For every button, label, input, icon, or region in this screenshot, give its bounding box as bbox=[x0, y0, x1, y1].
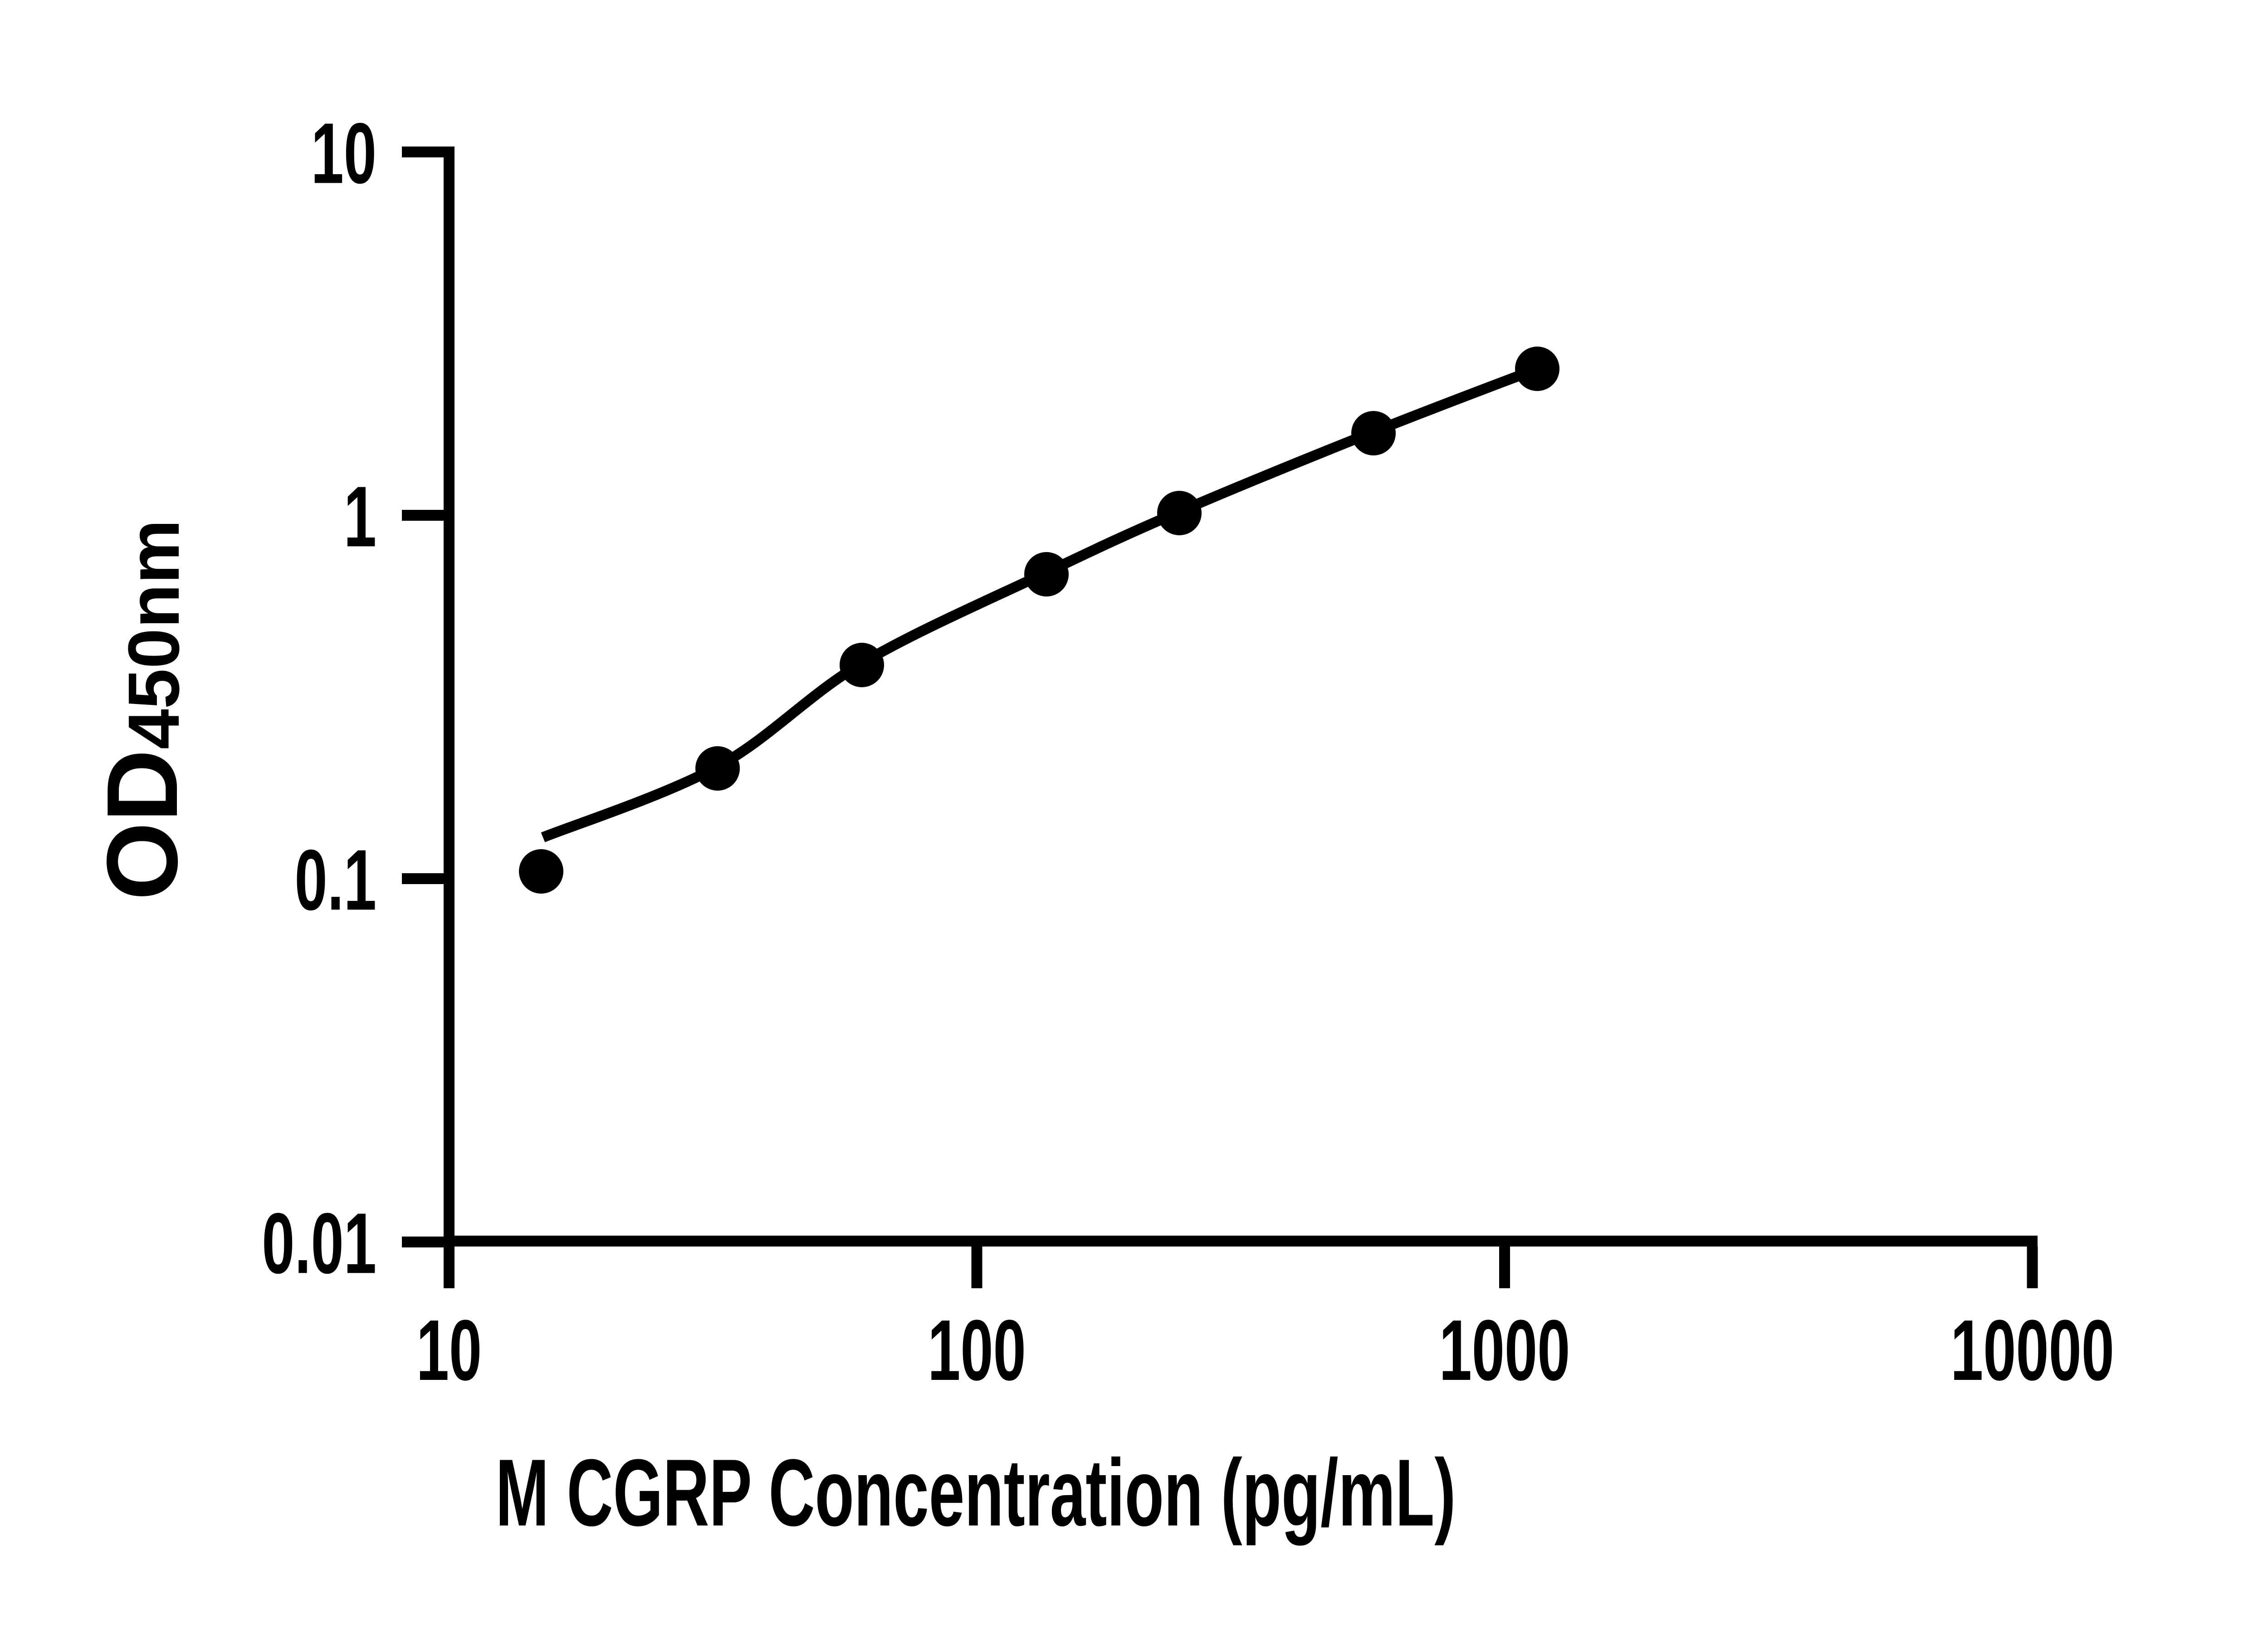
data-point bbox=[1024, 552, 1069, 596]
data-point bbox=[1351, 411, 1396, 455]
x-tick-label: 10 bbox=[416, 1302, 482, 1398]
y-tick-label: 10 bbox=[311, 105, 376, 201]
x-tick-label: 1000 bbox=[1439, 1302, 1570, 1398]
x-axis-line bbox=[444, 1236, 2038, 1247]
data-point bbox=[519, 849, 563, 894]
data-point bbox=[1157, 491, 1202, 535]
y-tick-mark bbox=[402, 147, 444, 157]
y-tick-mark bbox=[402, 510, 444, 521]
y-axis-title: OD450nm bbox=[86, 519, 199, 900]
y-tick-mark bbox=[402, 1237, 444, 1247]
y-tick-label: 0.01 bbox=[262, 1195, 376, 1291]
data-point bbox=[1515, 347, 1559, 391]
x-tick-label: 10000 bbox=[1950, 1302, 2114, 1398]
data-point bbox=[840, 643, 884, 687]
y-axis-line bbox=[444, 147, 455, 1247]
x-tick-label: 100 bbox=[928, 1302, 1026, 1398]
y-tick-label: 0.1 bbox=[295, 832, 377, 928]
data-point bbox=[695, 746, 740, 791]
x-tick-mark bbox=[1499, 1247, 1510, 1288]
y-tick-mark bbox=[402, 873, 444, 884]
x-axis-title: M CGRP Concentration (pg/mL) bbox=[496, 1439, 1456, 1546]
x-tick-mark bbox=[2027, 1247, 2038, 1288]
x-tick-mark bbox=[444, 1247, 455, 1288]
y-tick-label: 1 bbox=[344, 469, 376, 565]
x-tick-mark bbox=[971, 1247, 982, 1288]
